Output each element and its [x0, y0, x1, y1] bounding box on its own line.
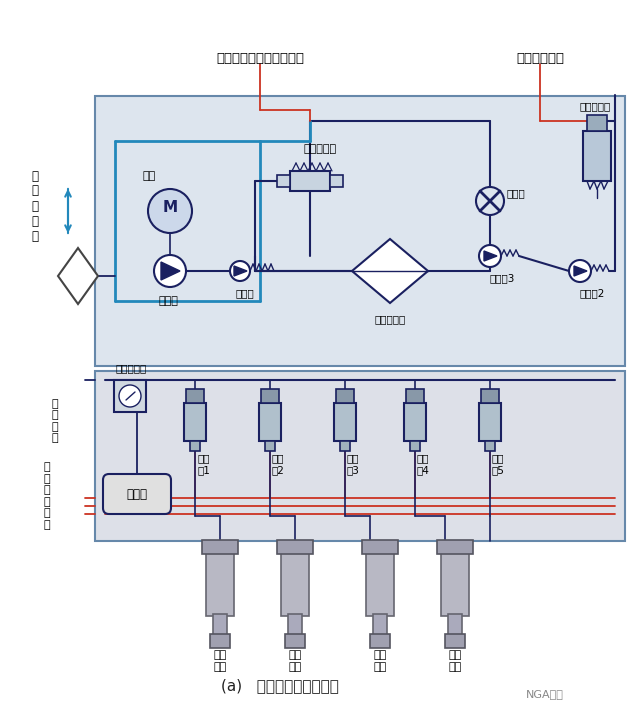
- Bar: [441, 546, 469, 616]
- Bar: [265, 441, 275, 451]
- Polygon shape: [234, 266, 247, 276]
- Text: 压力传感器: 压力传感器: [115, 363, 147, 373]
- Text: 电磁
阀5: 电磁 阀5: [492, 453, 505, 475]
- Text: 储气罐: 储气罐: [127, 488, 147, 500]
- Bar: [583, 131, 611, 181]
- Text: 单向阀: 单向阀: [236, 288, 254, 298]
- Bar: [448, 614, 462, 636]
- Bar: [404, 403, 426, 441]
- Text: 控
制
信
号
输
入: 控 制 信 号 输 入: [44, 462, 51, 530]
- Bar: [261, 389, 279, 403]
- Text: 空压机延时控制信号输入: 空压机延时控制信号输入: [216, 52, 304, 64]
- Text: 单向阀3: 单向阀3: [490, 273, 515, 283]
- Bar: [410, 441, 420, 451]
- Bar: [95, 96, 625, 366]
- Text: 空压机: 空压机: [158, 296, 178, 306]
- Text: 二
次
消
声
器: 二 次 消 声 器: [31, 170, 38, 243]
- Bar: [366, 546, 394, 616]
- Bar: [481, 389, 499, 403]
- Bar: [213, 614, 227, 636]
- Bar: [259, 403, 281, 441]
- Text: 单向阀2: 单向阀2: [579, 288, 605, 298]
- Circle shape: [479, 245, 501, 267]
- Bar: [288, 614, 302, 636]
- Polygon shape: [352, 239, 428, 303]
- Bar: [277, 175, 290, 187]
- Bar: [95, 371, 625, 541]
- Text: 气控排气阀: 气控排气阀: [303, 144, 337, 154]
- Polygon shape: [574, 266, 587, 276]
- Bar: [373, 614, 387, 636]
- Text: (a)   气动控制系统原理图: (a) 气动控制系统原理图: [221, 679, 339, 694]
- Text: 控制信号输入: 控制信号输入: [516, 52, 564, 64]
- Text: 后右
支柱: 后右 支柱: [449, 650, 461, 672]
- Text: NGA集团: NGA集团: [526, 689, 564, 699]
- Bar: [336, 389, 354, 403]
- Polygon shape: [484, 251, 497, 261]
- Bar: [334, 403, 356, 441]
- Text: 前右
支柱: 前右 支柱: [289, 650, 301, 672]
- Text: 节流阀: 节流阀: [507, 188, 525, 198]
- Circle shape: [119, 385, 141, 407]
- Circle shape: [569, 260, 591, 282]
- Text: 电磁
阀3: 电磁 阀3: [347, 453, 360, 475]
- Bar: [330, 175, 343, 187]
- Bar: [285, 634, 305, 648]
- Bar: [340, 441, 350, 451]
- Polygon shape: [58, 248, 98, 304]
- Bar: [587, 115, 607, 131]
- Circle shape: [230, 261, 250, 281]
- Bar: [290, 171, 330, 191]
- Polygon shape: [161, 262, 180, 280]
- Circle shape: [154, 255, 186, 287]
- Bar: [277, 540, 313, 554]
- Bar: [362, 540, 398, 554]
- Text: 空气干燥器: 空气干燥器: [374, 314, 406, 324]
- Text: 后左
支柱: 后左 支柱: [373, 650, 387, 672]
- Bar: [114, 380, 146, 412]
- Bar: [210, 634, 230, 648]
- Bar: [437, 540, 473, 554]
- Bar: [485, 441, 495, 451]
- Bar: [370, 634, 390, 648]
- Text: M: M: [163, 200, 177, 215]
- Text: 电磁
阀2: 电磁 阀2: [272, 453, 285, 475]
- Bar: [186, 389, 204, 403]
- Text: 前左
支柱: 前左 支柱: [213, 650, 227, 672]
- Text: 电磁
阀1: 电磁 阀1: [197, 453, 210, 475]
- Text: 信
号
输
出: 信 号 输 出: [52, 399, 58, 443]
- FancyBboxPatch shape: [103, 474, 171, 514]
- Bar: [202, 540, 238, 554]
- Bar: [406, 389, 424, 403]
- Bar: [281, 546, 309, 616]
- Bar: [206, 546, 234, 616]
- Bar: [445, 634, 465, 648]
- Bar: [479, 403, 501, 441]
- Bar: [184, 403, 206, 441]
- Text: 电磁
阀4: 电磁 阀4: [417, 453, 430, 475]
- Text: 电磁排气阀: 电磁排气阀: [579, 101, 611, 111]
- Circle shape: [148, 189, 192, 233]
- Bar: [190, 441, 200, 451]
- Text: 电机: 电机: [143, 171, 156, 181]
